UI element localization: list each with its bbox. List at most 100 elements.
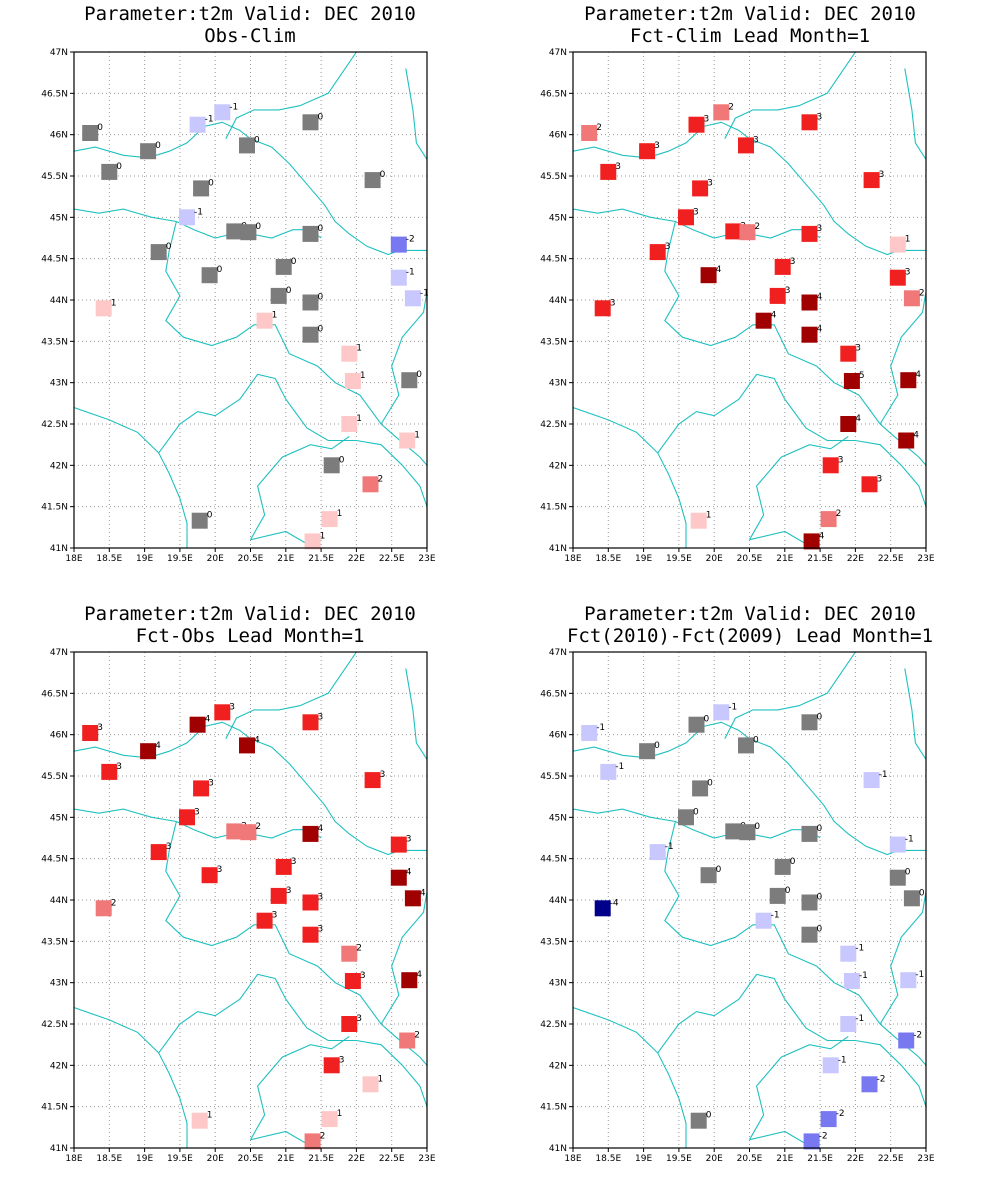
station-marker — [344, 973, 361, 989]
station-value-label: 1 — [905, 235, 911, 245]
station-value-label: 0 — [291, 257, 297, 267]
station-marker — [774, 258, 791, 275]
station-marker — [803, 1133, 820, 1150]
station-value-label: 3 — [693, 207, 699, 217]
border-lower — [749, 1130, 814, 1148]
lat-tick-label: 45.5N — [540, 172, 567, 182]
station-marker — [239, 737, 255, 754]
station-value-label: 3 — [879, 170, 885, 180]
lon-tick-label: 18E — [564, 554, 581, 564]
station-value-label: 0 — [254, 135, 260, 145]
panel-2-subtitle: Fct-Clim Lead Month=1 — [629, 25, 871, 47]
lat-tick-label: 43.5N — [540, 337, 567, 347]
station-marker — [769, 287, 786, 304]
station-value-label: -1 — [420, 288, 429, 298]
station-marker — [738, 737, 754, 754]
station-value-label: 0 — [905, 868, 911, 878]
station-marker — [214, 704, 231, 721]
station-value-label: 3 — [339, 1055, 345, 1065]
station-marker — [323, 1057, 340, 1074]
station-marker — [898, 432, 915, 449]
lon-tick-label: 19E — [136, 1154, 153, 1164]
station-value-label: 4 — [254, 735, 260, 745]
station-marker — [690, 512, 707, 529]
lat-tick-label: 44N — [549, 296, 567, 306]
station-value-label: 0 — [707, 778, 713, 788]
lon-tick-label: 20.5E — [737, 1154, 763, 1164]
station-value-label: 3 — [166, 842, 172, 852]
station-marker — [101, 763, 118, 780]
lon-tick-label: 19E — [635, 554, 652, 564]
station-value-label: 3 — [838, 455, 844, 465]
lat-tick-label: 45N — [549, 213, 567, 223]
lat-tick-label: 43N — [50, 379, 68, 389]
lon-tick-label: 18E — [65, 554, 82, 564]
station-value-label: 4 — [716, 265, 722, 275]
station-marker — [256, 912, 273, 929]
lat-tick-label: 42N — [50, 1061, 68, 1071]
station-marker — [193, 780, 210, 797]
lon-tick-label: 23E — [917, 1154, 934, 1164]
border-macedonia — [250, 435, 350, 540]
lon-tick-label: 23E — [418, 554, 435, 564]
station-marker — [323, 457, 340, 474]
lon-tick-label: 20.5E — [238, 554, 264, 564]
lon-tick-label: 19.5E — [666, 1154, 692, 1164]
station-value-label: 1 — [272, 311, 278, 321]
lon-tick-label: 22.5E — [878, 554, 904, 564]
station-value-label: 2 — [728, 102, 734, 112]
station-value-label: -1 — [665, 842, 674, 852]
lat-tick-label: 44.5N — [540, 255, 567, 265]
border-north — [225, 652, 357, 740]
station-value-label: 3 — [291, 857, 297, 867]
stations: 3343233434223333433344332343231112 — [82, 702, 426, 1150]
station-value-label: -1 — [905, 835, 914, 845]
lon-tick-label: 21E — [277, 1154, 294, 1164]
station-marker — [270, 887, 287, 904]
station-value-label: 0 — [817, 893, 823, 903]
station-marker — [820, 511, 837, 528]
lon-tick-label: 23E — [917, 554, 934, 564]
station-marker — [700, 267, 717, 284]
panel-2-title: Parameter:t2m Valid: DEC 2010 Fct-Clim L… — [500, 3, 1000, 47]
station-value-label: 0 — [817, 712, 823, 722]
station-marker — [700, 867, 717, 884]
station-marker — [889, 236, 906, 253]
station-marker — [725, 823, 742, 840]
station-value-label: 0 — [155, 141, 161, 151]
axis-labels: 18E 18.5E 19E 19.5E 20E 20.5E 21E 21.5E 22E 22.5E… — [540, 48, 935, 564]
lon-tick-label: 21E — [776, 1154, 793, 1164]
panel-3-title: Parameter:t2m Valid: DEC 2010 Fct-Obs Le… — [0, 603, 500, 647]
station-marker — [95, 900, 112, 917]
border-bulgaria — [380, 291, 427, 425]
lat-tick-label: 44.5N — [41, 855, 68, 865]
panel-1-title: Parameter:t2m Valid: DEC 2010 Obs-Clim — [0, 3, 500, 47]
station-value-label: 3 — [610, 298, 616, 308]
stations: -1-10-1-4000-10000-10000-1-10000-1-1-1-1… — [581, 702, 925, 1150]
lon-tick-label: 20E — [706, 1154, 723, 1164]
station-value-label: 0 — [318, 293, 324, 303]
station-marker — [390, 836, 407, 853]
station-value-label: 3 — [217, 865, 223, 875]
lat-tick-label: 46N — [549, 131, 567, 141]
station-value-label: 0 — [255, 222, 261, 232]
station-marker — [179, 209, 195, 226]
station-marker — [189, 716, 206, 733]
station-value-label: 3 — [286, 886, 292, 896]
station-marker — [390, 236, 407, 253]
station-marker — [725, 223, 742, 240]
border-bulgaria — [879, 291, 926, 425]
station-value-label: 4 — [855, 414, 861, 424]
border-macedonia — [250, 1035, 350, 1140]
station-marker — [321, 1111, 338, 1128]
station-marker — [889, 269, 906, 286]
station-value-label: 2 — [836, 509, 842, 519]
station-marker — [302, 894, 319, 911]
panel-3-subtitle: Fct-Obs Lead Month=1 — [135, 625, 365, 647]
lat-tick-label: 41.5N — [41, 503, 68, 513]
lat-tick-label: 45.5N — [41, 772, 68, 782]
station-marker — [889, 869, 906, 886]
station-marker — [399, 1032, 416, 1049]
station-value-label: 0 — [706, 1111, 712, 1121]
